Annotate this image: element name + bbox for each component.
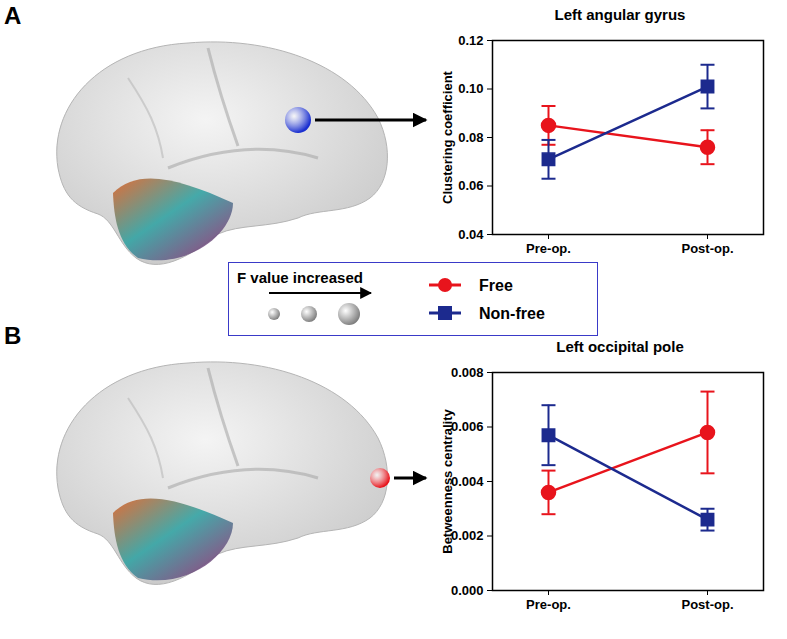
svg-text:0.006: 0.006 (451, 419, 484, 434)
svg-text:0.10: 0.10 (458, 81, 483, 96)
html-text:Left angular gyrus: Left angular gyrus (554, 6, 686, 23)
svg-text:Post-op.: Post-op. (682, 597, 734, 612)
svg-text:0.06: 0.06 (458, 178, 483, 193)
svg-text:0.002: 0.002 (451, 528, 484, 543)
svg-text:0.08: 0.08 (458, 130, 483, 145)
svg-text:Free: Free (479, 277, 513, 294)
html-text:Left occipital pole: Left occipital pole (556, 338, 684, 355)
html-text:A: A (4, 2, 22, 29)
svg-text:Betweenness centrality: Betweenness centrality (440, 408, 455, 553)
svg-text:Non-free: Non-free (479, 305, 545, 322)
svg-text:0.04: 0.04 (458, 227, 484, 242)
svg-text:Post-op.: Post-op. (682, 241, 734, 256)
svg-text:0.000: 0.000 (451, 583, 484, 598)
svg-text:0.12: 0.12 (458, 33, 483, 48)
svg-text:0.008: 0.008 (451, 365, 484, 380)
svg-text:Pre-op.: Pre-op. (526, 597, 571, 612)
svg-text:Clustering coefficient: Clustering coefficient (440, 70, 455, 204)
html-text:B: B (4, 322, 22, 349)
svg-text:0.004: 0.004 (451, 474, 484, 489)
svg-text:F value increased: F value increased (237, 269, 363, 286)
svg-text:Pre-op.: Pre-op. (526, 241, 571, 256)
